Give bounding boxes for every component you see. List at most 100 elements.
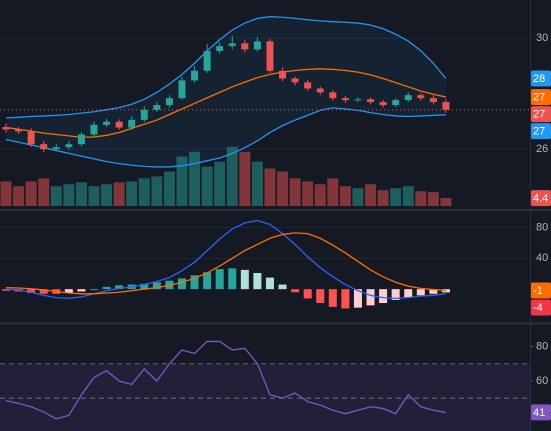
candle-body (241, 43, 249, 50)
volume-bar (302, 181, 314, 206)
candle-body (52, 147, 60, 150)
price-badge (531, 190, 551, 207)
volume-bar (251, 161, 263, 206)
volume-bar (377, 190, 389, 206)
histogram-bar (39, 289, 48, 294)
candle-body (228, 43, 236, 47)
indicator-line (5, 107, 446, 168)
price-badge (531, 299, 551, 316)
volume-bar (365, 184, 377, 206)
candle-body (15, 129, 23, 132)
y-tick-label: 26 (536, 143, 548, 155)
volume-bar (163, 171, 175, 206)
price-badge-label: 28 (533, 73, 545, 85)
band-fill (6, 16, 446, 167)
candle-body (216, 46, 224, 52)
histogram-bar (190, 275, 199, 290)
histogram-bar (152, 282, 161, 290)
volume-bar (390, 188, 402, 206)
histogram-bar (303, 289, 312, 299)
price-badge-label: 27 (533, 108, 545, 120)
price-badge-label: -4 (533, 302, 543, 314)
price-badge (531, 70, 551, 87)
histogram-bar (316, 289, 325, 304)
price-badge (531, 123, 551, 140)
candle-body (65, 144, 73, 148)
price-badge (531, 89, 551, 106)
y-tick-label: 30 (536, 32, 548, 44)
volume-bar (38, 178, 50, 206)
candle-body (77, 134, 85, 145)
volume-bar (289, 178, 301, 206)
volume-bar (138, 178, 150, 206)
candle-body (103, 121, 111, 125)
histogram-bar (177, 278, 186, 290)
volume-bar (176, 156, 188, 206)
volume-bar (88, 186, 100, 206)
volume-bar (339, 186, 351, 206)
candle-body (90, 124, 98, 135)
histogram-bar (77, 289, 86, 292)
candle-body (379, 102, 387, 106)
indicator-line (5, 340, 447, 420)
candle-body (203, 51, 211, 71)
volume-bar (101, 184, 113, 206)
y-tick-label: 80 (536, 341, 548, 353)
indicator-line (5, 16, 447, 119)
candle-body (316, 88, 324, 93)
volume-bar (264, 168, 276, 206)
rsi-band (0, 363, 530, 431)
volume-bar (314, 184, 326, 206)
candle-body (367, 99, 375, 103)
histogram-bar (215, 269, 224, 290)
volume-bar (63, 184, 75, 206)
candle-body (429, 98, 437, 103)
candle-body (304, 82, 312, 89)
y-tick-label: 40 (536, 252, 548, 264)
histogram-bar (379, 289, 388, 304)
volume-bar (151, 176, 163, 206)
price-badge-label: 27 (533, 91, 545, 103)
candle-body (115, 121, 123, 128)
histogram-bar (328, 289, 337, 307)
histogram-bar (203, 272, 212, 290)
indicator-line (5, 232, 447, 295)
volume-bar (189, 151, 201, 206)
candle-body (417, 95, 425, 99)
histogram-bar (291, 289, 300, 293)
volume-bar (352, 188, 364, 206)
histogram-bar (366, 289, 375, 306)
volume-bar (0, 181, 12, 206)
histogram-bar (416, 289, 425, 296)
histogram-bar (404, 289, 413, 298)
histogram-bar (140, 283, 149, 290)
volume-bar (327, 178, 339, 206)
histogram-bar (353, 289, 362, 308)
volume-bar (113, 182, 125, 206)
candle-body (191, 70, 199, 81)
volume-bar (402, 186, 414, 206)
histogram-bar (2, 289, 10, 291)
histogram-bar (240, 269, 249, 290)
histogram-bar (27, 289, 36, 294)
volume-bar (126, 181, 138, 206)
histogram-bar (278, 284, 287, 290)
volume-bar (277, 171, 289, 206)
y-tick-label: 80 (536, 221, 548, 233)
volume-bar (214, 161, 226, 206)
candle-body (341, 98, 349, 101)
candle-body (291, 78, 299, 83)
candle-body (178, 80, 186, 99)
volume-bar (415, 191, 427, 206)
price-badge-label: -1 (533, 285, 543, 297)
histogram-bar (64, 289, 73, 294)
price-badge (531, 404, 551, 421)
y-tick-label: 60 (536, 375, 548, 387)
histogram-bar (89, 289, 98, 291)
candle-body (266, 41, 274, 71)
candle-body (128, 119, 136, 128)
price-badge (531, 282, 551, 299)
volume-bar (75, 182, 87, 206)
